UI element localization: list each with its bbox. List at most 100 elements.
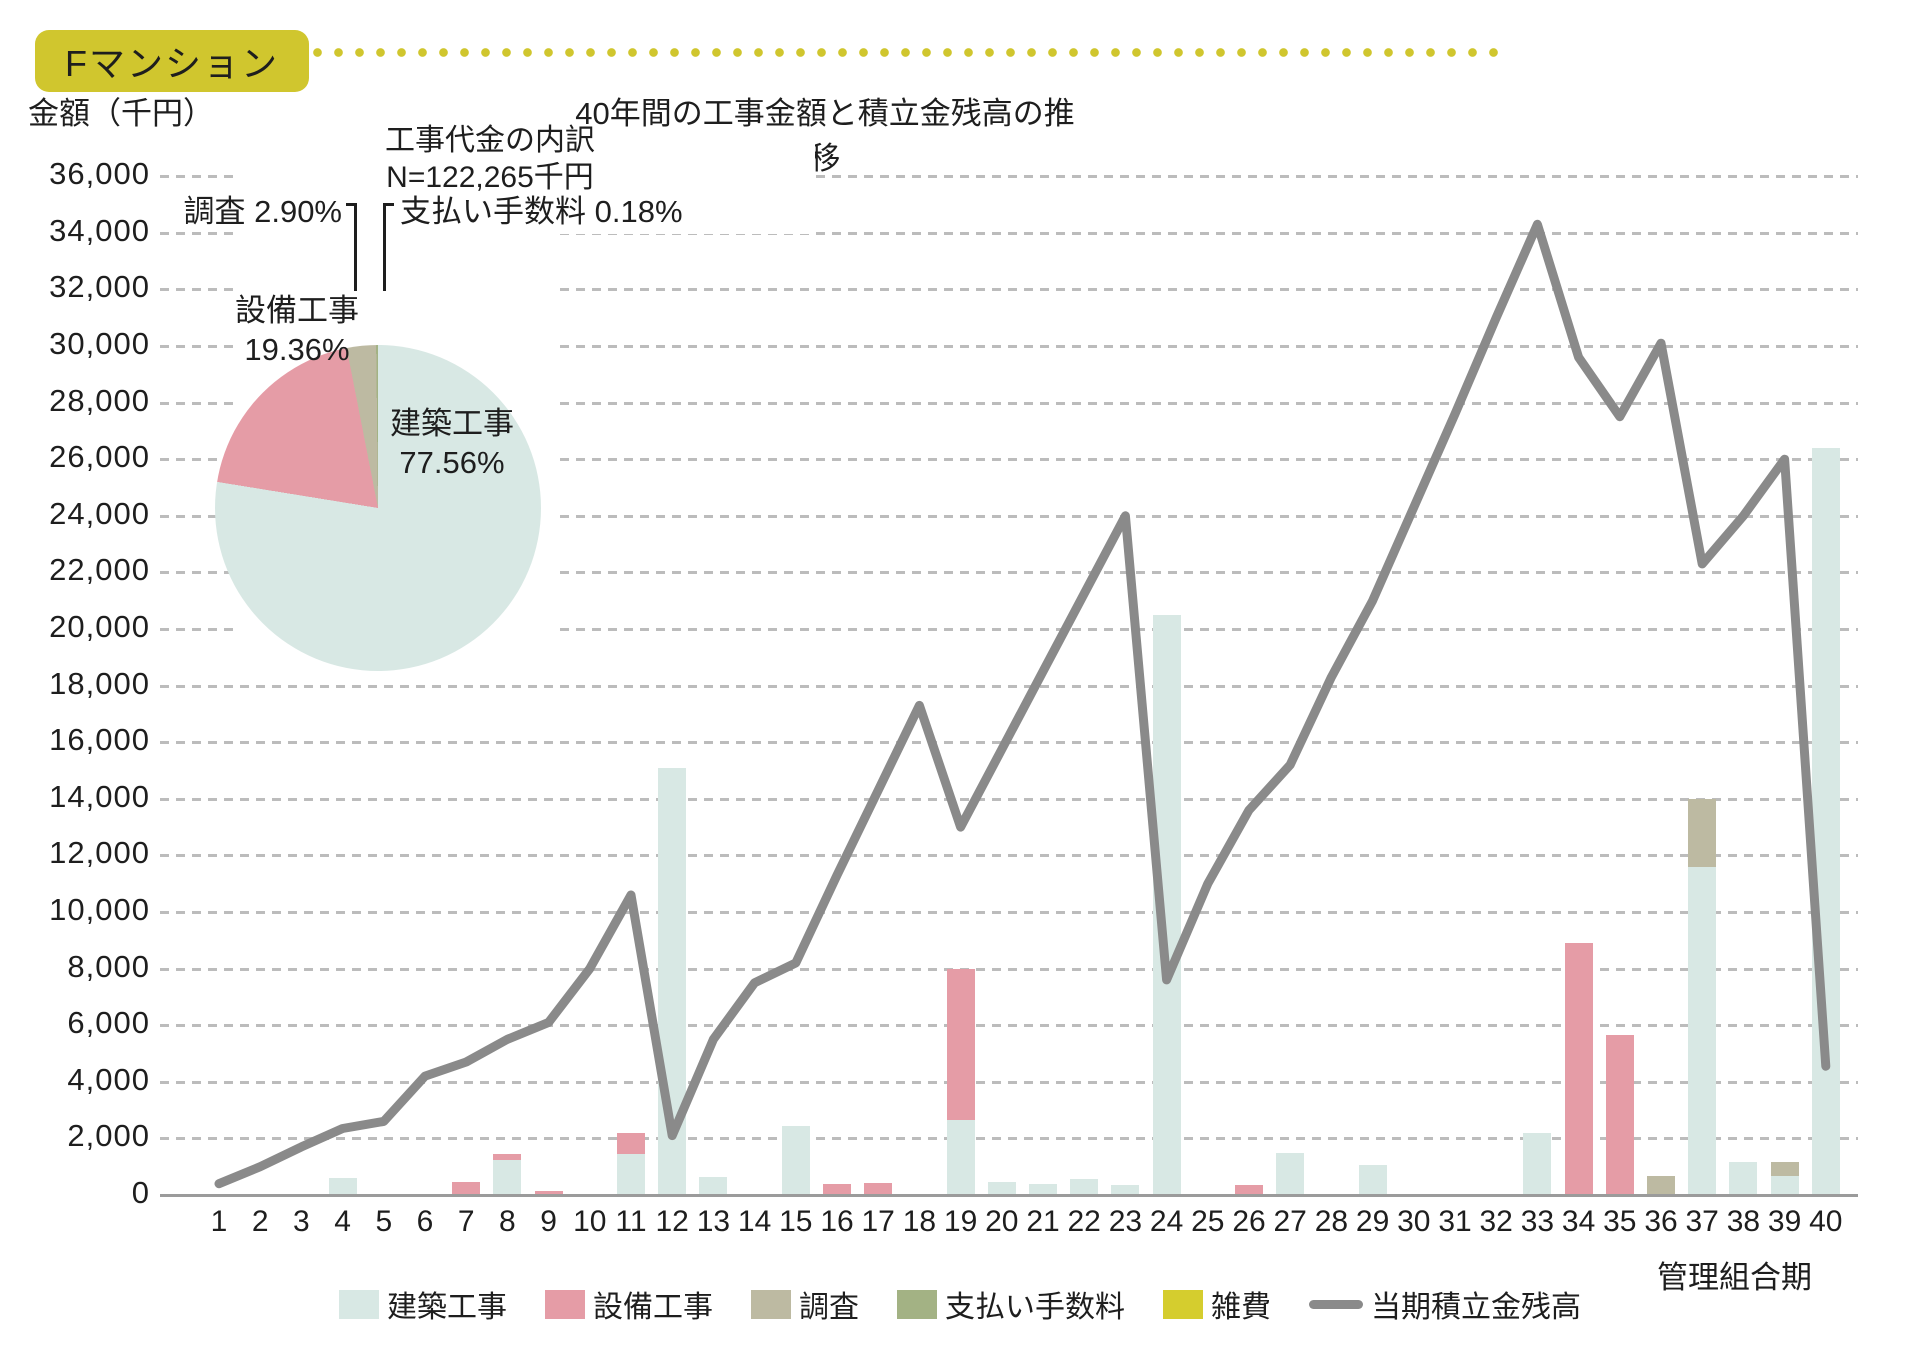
y-tick-label: 0: [131, 1175, 150, 1210]
bar-segment: [1235, 1185, 1263, 1195]
x-tick-label: 31: [1438, 1205, 1472, 1238]
x-tick-label: 14: [737, 1205, 772, 1238]
pie-chart: [215, 345, 541, 671]
bar-segment: [1770, 1161, 1799, 1177]
bar-segment: [534, 1190, 563, 1195]
callout-line: [383, 203, 386, 291]
x-tick-label: 1: [210, 1205, 228, 1238]
legend-item: 雑費: [1163, 1282, 1271, 1326]
bar-segment: [1811, 447, 1840, 1195]
x-tick-label: 4: [334, 1205, 351, 1238]
y-tick-label: 2,000: [67, 1118, 150, 1154]
bar-segment: [1729, 1162, 1758, 1195]
y-tick-label: 6,000: [67, 1005, 150, 1041]
bar-segment: [493, 1153, 522, 1160]
legend-color-swatch: [339, 1289, 379, 1319]
x-tick-label: 12: [655, 1205, 689, 1238]
y-tick-label: 4,000: [67, 1061, 150, 1097]
x-tick-label: 23: [1108, 1205, 1143, 1238]
x-tick-label: 15: [779, 1205, 813, 1238]
x-tick-label: 38: [1726, 1205, 1761, 1238]
legend-label: 建築工事: [387, 1291, 507, 1324]
legend-label: 当期積立金残高: [1371, 1291, 1581, 1324]
pie-callout-tesuuryou: 支払い手数料 0.18%: [400, 194, 683, 229]
y-tick-label: 34,000: [49, 212, 150, 248]
x-tick-label: 16: [820, 1205, 854, 1238]
gridline: [160, 854, 1858, 858]
x-tick-label: 29: [1355, 1205, 1390, 1238]
callout-line: [383, 203, 394, 206]
x-tick-label: 40: [1809, 1205, 1843, 1238]
bar-segment: [1070, 1179, 1099, 1195]
legend-item: 設備工事: [545, 1282, 713, 1326]
bar-segment: [1276, 1152, 1305, 1195]
bar-segment: [1605, 1035, 1634, 1195]
bar-segment: [699, 1176, 728, 1195]
pie-title-line2: N=122,265千円: [386, 161, 594, 194]
legend-item: 建築工事: [339, 1282, 507, 1326]
x-tick-label: 26: [1232, 1205, 1266, 1238]
y-tick-label: 24,000: [49, 495, 150, 531]
bar-segment: [493, 1159, 522, 1195]
x-tick-label: 9: [540, 1205, 557, 1238]
x-tick-label: 33: [1520, 1205, 1555, 1238]
y-tick-label: 28,000: [49, 382, 150, 418]
bar-segment: [328, 1178, 357, 1195]
bar-segment: [1770, 1176, 1799, 1195]
legend-item: 支払い手数料: [897, 1282, 1125, 1326]
pie-title-line1: 工事代金の内訳: [385, 124, 595, 157]
gridline: [160, 967, 1858, 971]
legend-label: 雑費: [1211, 1291, 1271, 1324]
pie-label-setsubi: 設備工事 19.36%: [235, 293, 359, 367]
y-tick-label: 20,000: [49, 609, 150, 644]
bar-segment: [1688, 798, 1717, 867]
x-axis-title: 管理組合期: [1657, 1260, 1812, 1295]
pie-callout-chousa: 調査 2.90%: [183, 194, 342, 229]
y-tick-label: 30,000: [49, 326, 150, 361]
dotted-divider: [292, 48, 1510, 57]
x-tick-label: 3: [293, 1205, 310, 1238]
x-tick-label: 11: [615, 1205, 647, 1238]
y-tick-label: 16,000: [49, 722, 150, 758]
bar-segment: [1152, 614, 1181, 1195]
bar-segment: [1029, 1183, 1057, 1195]
bar-segment: [658, 767, 687, 1195]
bar-segment: [1358, 1165, 1387, 1195]
gridline: [160, 797, 1858, 801]
gridline: [160, 684, 1858, 688]
bar-segment: [1564, 943, 1593, 1195]
bar-segment: [946, 968, 975, 1120]
bar-segment: [864, 1183, 893, 1195]
legend-color-swatch: [1163, 1289, 1203, 1319]
x-tick-label: 18: [902, 1205, 937, 1238]
x-tick-label: 6: [416, 1205, 434, 1238]
gridline: [160, 175, 1858, 179]
legend-color-swatch: [751, 1289, 791, 1319]
x-tick-label: 5: [375, 1205, 393, 1238]
legend-color-swatch: [545, 1289, 585, 1319]
bar-segment: [617, 1153, 645, 1195]
x-tick-label: 22: [1067, 1205, 1101, 1238]
bar-segment: [823, 1183, 851, 1195]
x-tick-label: 39: [1767, 1205, 1802, 1238]
x-axis-line: [160, 1194, 1858, 1197]
x-tick-label: 17: [861, 1205, 895, 1238]
x-tick-label: 21: [1026, 1205, 1060, 1238]
y-tick-label: 18,000: [49, 665, 150, 701]
callout-line: [354, 203, 357, 291]
y-tick-label: 22,000: [49, 552, 150, 588]
x-tick-label: 35: [1603, 1205, 1637, 1238]
gridline: [160, 1024, 1858, 1028]
y-tick-label: 12,000: [49, 835, 150, 871]
gridline: [160, 1080, 1858, 1084]
x-tick-label: 36: [1644, 1205, 1678, 1238]
y-tick-label: 14,000: [49, 778, 150, 814]
x-tick-label: 28: [1314, 1205, 1349, 1238]
legend-item: 調査: [751, 1282, 859, 1326]
x-tick-label: 37: [1685, 1205, 1719, 1238]
x-tick-label: 34: [1561, 1205, 1596, 1238]
bar-segment: [1688, 866, 1717, 1195]
pie-label-kenchiku: 建築工事 77.56%: [390, 406, 514, 480]
chart-title: 40年間の工事金額と積立金残高の推移: [575, 96, 1075, 176]
x-tick-label: 10: [573, 1205, 607, 1238]
